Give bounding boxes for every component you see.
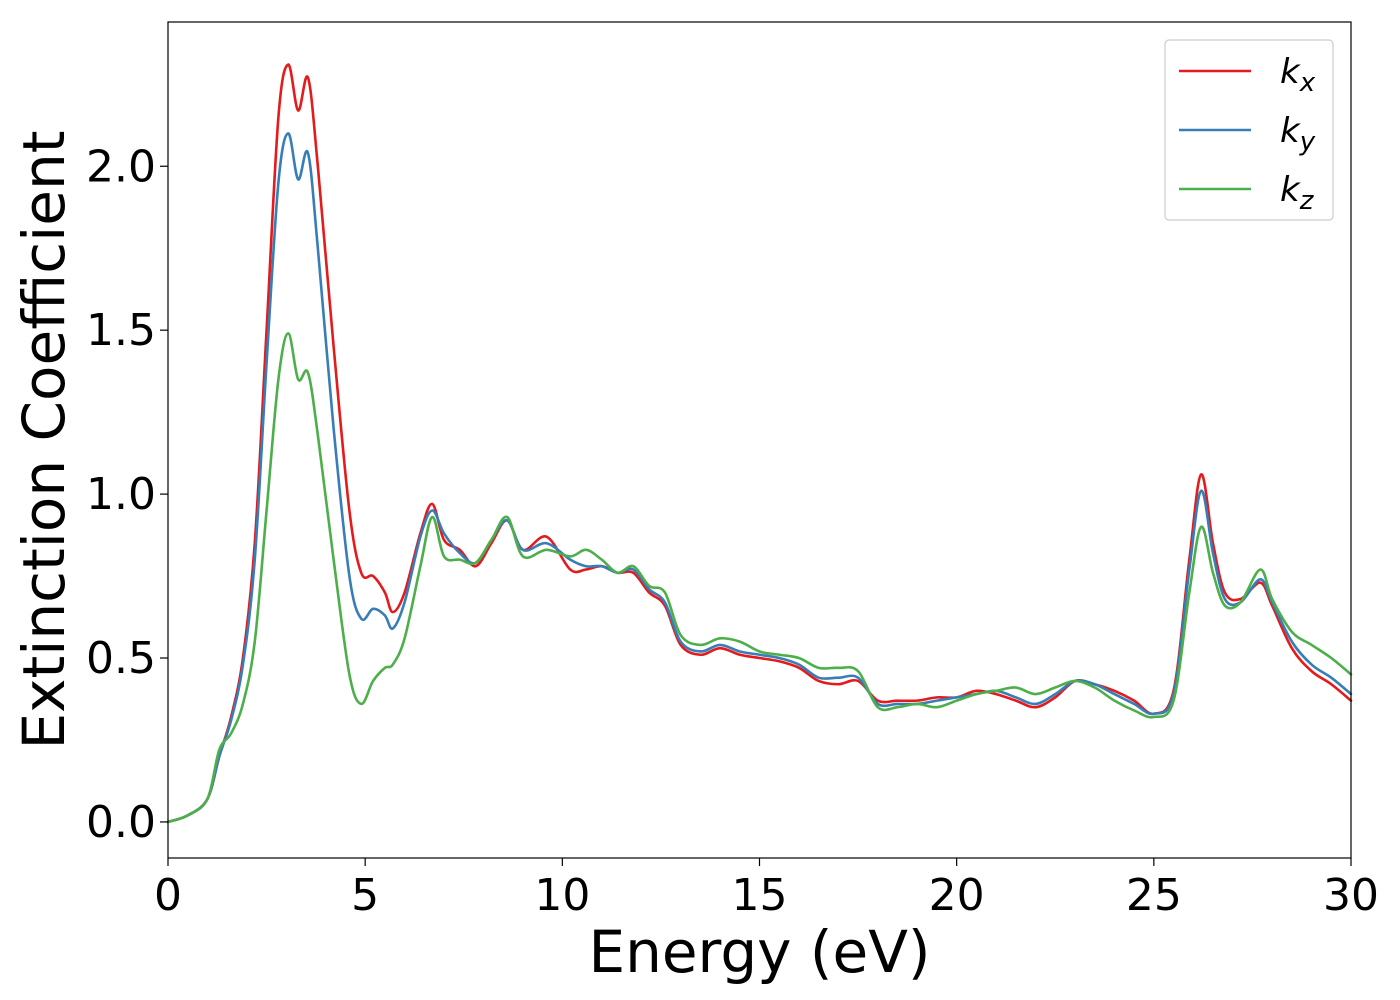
y-axis-label: Extinction Coefficient [10, 131, 78, 750]
x-tick-label: 5 [351, 870, 379, 921]
series-line-ky [166, 132, 1353, 824]
x-axis-label: Energy (eV) [588, 918, 930, 986]
x-tick-label: 10 [534, 870, 590, 921]
legend-label-ky: ky [1280, 111, 1316, 157]
x-tick-label: 0 [154, 870, 182, 921]
y-tick-label: 0.5 [86, 633, 156, 684]
legend: kx ky kz [1164, 39, 1334, 221]
y-tick-label: 0.0 [86, 797, 156, 848]
x-tick-label: 15 [732, 870, 788, 921]
x-axis-ticks: 0 5 10 15 20 25 30 [154, 858, 1379, 921]
y-axis-ticks: 0.0 0.5 1.0 1.5 2.0 [86, 141, 168, 848]
y-tick-label: 1.0 [86, 469, 156, 520]
series-line-kz [166, 332, 1353, 824]
series-layer [166, 63, 1353, 824]
y-tick-label: 1.5 [86, 305, 156, 356]
legend-label-kx: kx [1280, 52, 1316, 98]
legend-label-kz: kz [1280, 170, 1315, 216]
x-tick-label: 30 [1323, 870, 1379, 921]
x-tick-label: 20 [929, 870, 985, 921]
y-tick-label: 2.0 [86, 141, 156, 192]
x-tick-label: 25 [1126, 870, 1182, 921]
